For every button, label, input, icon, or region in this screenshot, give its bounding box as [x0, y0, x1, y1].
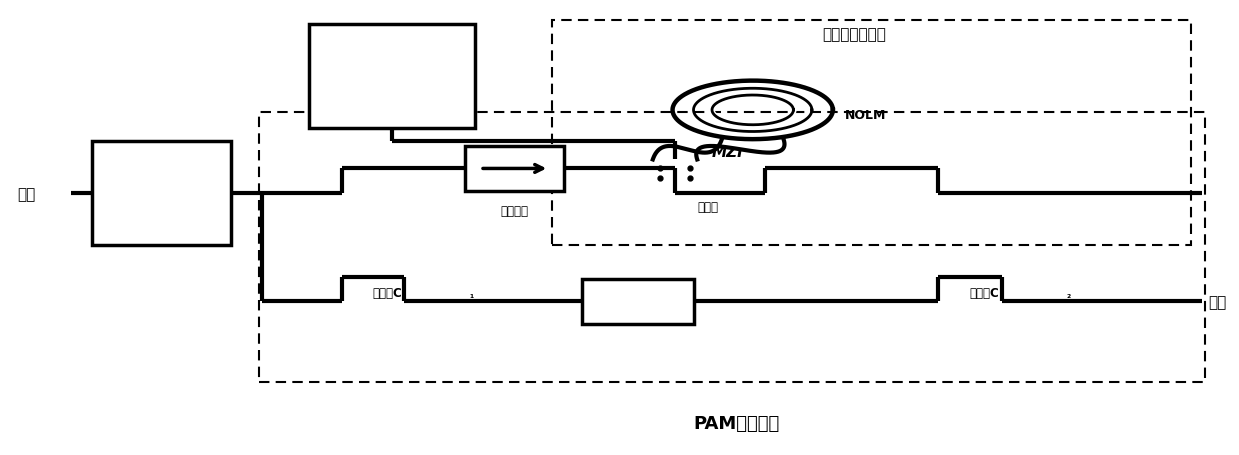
Bar — [259, 113, 1206, 383]
Text: MZI: MZI — [712, 145, 743, 160]
Text: 高非线性光纤环: 高非线性光纤环 — [821, 27, 886, 42]
Text: 光时钟控
制单元: 光时钟控 制单元 — [375, 62, 409, 92]
Text: 功率适
配单元: 功率适 配单元 — [149, 179, 173, 209]
Bar — [309, 25, 476, 129]
Text: 耦合器C: 耦合器C — [970, 287, 1000, 299]
Text: NOLM: NOLM — [845, 109, 887, 121]
Bar — [92, 142, 230, 246]
Text: PAM整形单元: PAM整形单元 — [694, 414, 779, 432]
Text: 耦合器: 耦合器 — [698, 201, 719, 213]
Text: 输入: 输入 — [17, 186, 36, 201]
Text: 耦合器C: 耦合器C — [373, 287, 403, 299]
Bar — [551, 21, 1191, 246]
Bar — [582, 279, 694, 324]
Bar — [466, 147, 564, 192]
Text: ₁: ₁ — [470, 289, 473, 299]
Text: 输出: 输出 — [1208, 294, 1227, 309]
Text: ₂: ₂ — [1066, 289, 1070, 299]
Text: 光隔离器: 光隔离器 — [501, 205, 529, 218]
Text: 移相器: 移相器 — [627, 295, 649, 308]
